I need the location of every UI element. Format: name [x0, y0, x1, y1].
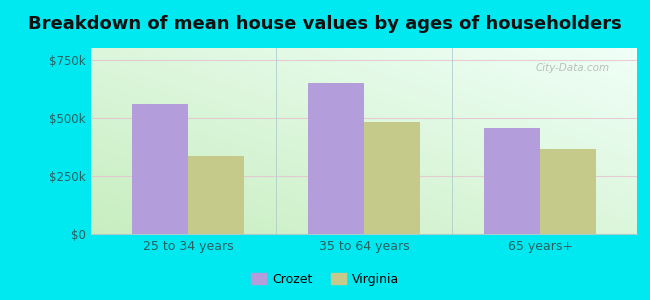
Legend: Crozet, Virginia: Crozet, Virginia	[246, 268, 404, 291]
Bar	[364, 122, 421, 234]
Bar	[540, 149, 597, 234]
Bar	[188, 156, 244, 234]
Bar	[131, 104, 188, 234]
Bar	[484, 128, 540, 234]
Bar	[307, 83, 364, 234]
Text: City-Data.com: City-Data.com	[536, 63, 610, 73]
Text: Breakdown of mean house values by ages of householders: Breakdown of mean house values by ages o…	[28, 15, 622, 33]
